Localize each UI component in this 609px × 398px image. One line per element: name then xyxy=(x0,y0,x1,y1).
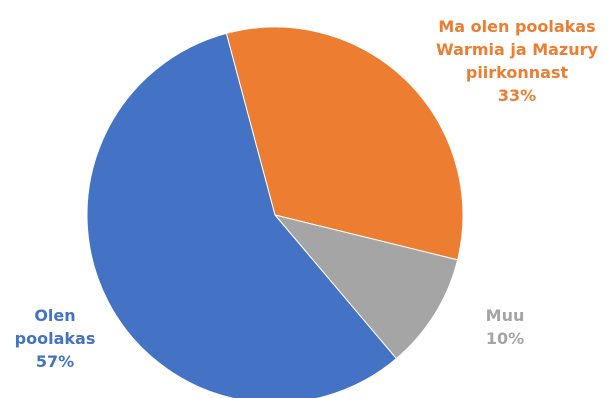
pie-slices xyxy=(86,26,464,398)
label-olen-poolakas-percent: 57% xyxy=(35,352,75,371)
pie-slice-muu xyxy=(273,214,459,360)
label-warmia-mazury-line-2: Warmia ja Mazury xyxy=(436,40,598,59)
label-olen-poolakas-line-1: Olen xyxy=(34,306,76,325)
label-muu: Muu 10% xyxy=(460,304,550,350)
pie-slice-warmia-mazury xyxy=(225,26,464,261)
label-olen-poolakas: Olen poolakas 57% xyxy=(0,304,110,373)
label-warmia-mazury-line-3: piirkonnast xyxy=(465,63,569,82)
label-warmia-mazury: Ma olen poolakas Warmia ja Mazury piirko… xyxy=(426,15,608,107)
label-warmia-mazury-percent: 33% xyxy=(497,86,537,105)
label-warmia-mazury-line-1: Ma olen poolakas xyxy=(438,17,596,36)
pie-slice-olen-poolakas xyxy=(86,32,398,398)
label-muu-line-1: Muu xyxy=(485,306,525,325)
label-muu-percent: 10% xyxy=(485,329,525,348)
label-olen-poolakas-line-2: poolakas xyxy=(14,329,96,348)
